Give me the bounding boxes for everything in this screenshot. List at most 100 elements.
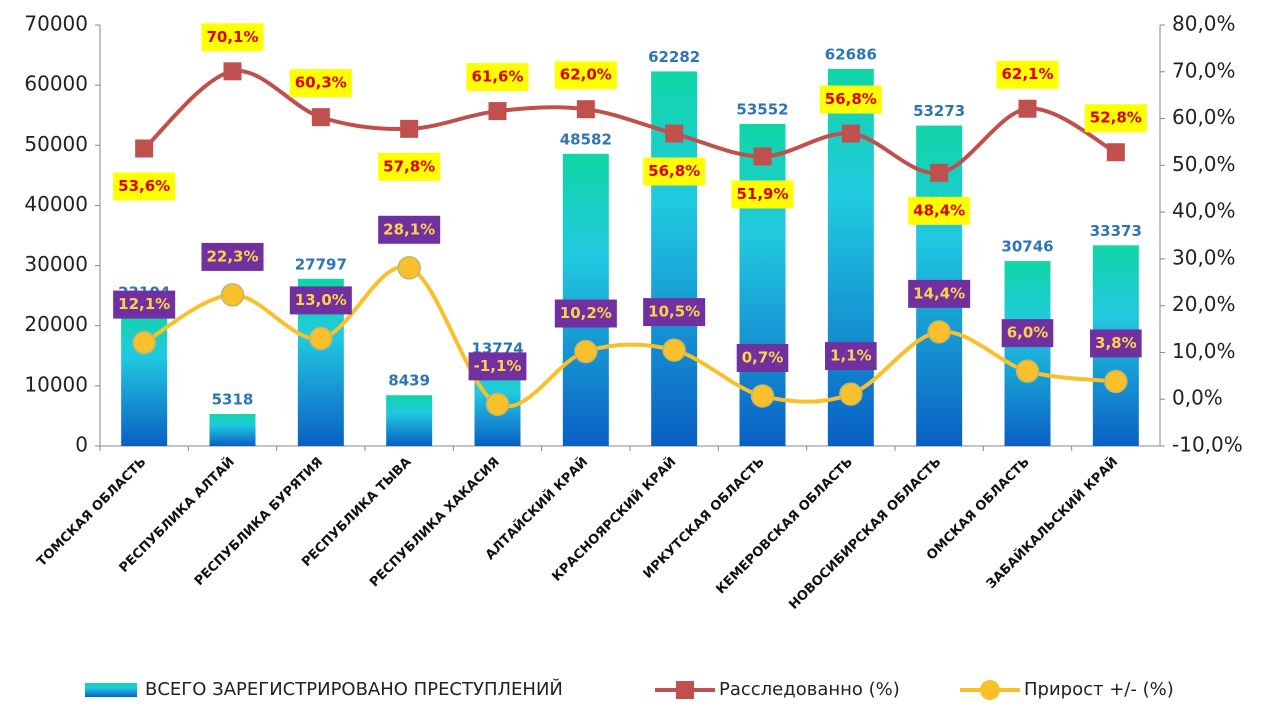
- line-value-label: 12,1%: [113, 290, 176, 319]
- line-value-label-box: [908, 196, 971, 225]
- line-value-label: 3,8%: [1095, 334, 1137, 352]
- line-value-label: 28,1%: [378, 215, 441, 244]
- legend-swatch: [676, 681, 694, 699]
- bar: [209, 414, 256, 446]
- y2-tick-label: 70,0%: [1172, 58, 1236, 82]
- line-value-label: 53,6%: [113, 172, 176, 201]
- marker: [662, 338, 686, 362]
- line-value-label: 13,0%: [295, 291, 347, 309]
- line-value-label: 0,7%: [742, 348, 784, 366]
- line-value-label-box: [908, 279, 971, 308]
- line-value-label: 10,5%: [648, 303, 700, 321]
- line-value-label-box: [1001, 319, 1054, 348]
- bar-value-label: 62686: [825, 45, 877, 63]
- y2-tick-label: -10,0%: [1172, 433, 1243, 457]
- line-value-label: 60,3%: [295, 74, 347, 92]
- marker: [753, 147, 772, 166]
- line-value-label: 6,0%: [1007, 324, 1049, 342]
- y-tick-label: 20000: [24, 312, 88, 336]
- line-value-label-box: [378, 152, 441, 181]
- y2-tick-label: 30,0%: [1172, 245, 1236, 269]
- line-value-label: 48,4%: [913, 201, 965, 219]
- line-value-label: 56,8%: [825, 90, 877, 108]
- marker: [1018, 99, 1037, 118]
- line-value-label: -1,1%: [474, 357, 522, 375]
- line-value-label: 1,1%: [830, 347, 872, 365]
- line-value-label: 62,0%: [560, 66, 612, 84]
- line-value-label: 51,9%: [731, 180, 794, 209]
- x-tick-label: ОМСКАЯ ОБЛАСТЬ: [924, 455, 1033, 564]
- line-value-label: 57,8%: [383, 157, 435, 175]
- line-value-label-box: [468, 352, 527, 381]
- y-tick-label: 40000: [24, 192, 88, 216]
- line-value-label-box: [113, 172, 176, 201]
- bar-value-label: 30746: [1001, 238, 1053, 256]
- marker: [574, 339, 598, 364]
- marker: [841, 124, 860, 143]
- marker: [927, 320, 951, 344]
- marker: [576, 100, 595, 119]
- y-tick-label: 50000: [24, 132, 88, 156]
- line-value-label: 22,3%: [201, 242, 264, 271]
- line-value-label: 56,8%: [648, 162, 700, 180]
- y2-tick-label: 10,0%: [1172, 339, 1236, 363]
- marker: [930, 163, 949, 182]
- line-value-label-box: [643, 157, 706, 186]
- marker: [485, 392, 510, 417]
- x-tick-label: НОВОСИБИРСКАЯ ОБЛАСТЬ: [786, 455, 944, 613]
- line-value-label-box: [554, 61, 617, 90]
- y-tick-label: 10000: [24, 372, 88, 396]
- y2-tick-label: 50,0%: [1172, 152, 1236, 176]
- line-value-label-box: [201, 242, 264, 271]
- line-value-label: 48,4%: [908, 196, 971, 225]
- line-value-label: 62,0%: [554, 61, 617, 90]
- bar: [1004, 261, 1051, 446]
- legend-label: ВСЕГО ЗАРЕГИСТРИРОВАНО ПРЕСТУПЛЕНИЙ: [145, 678, 563, 700]
- marker: [1015, 359, 1040, 383]
- line-value-label: 14,4%: [913, 284, 965, 302]
- marker: [488, 102, 507, 121]
- line-value-label: 52,8%: [1084, 104, 1147, 133]
- line-value-label: 12,1%: [118, 295, 170, 313]
- bar-value-label: 8439: [388, 372, 430, 390]
- marker: [750, 384, 775, 408]
- line-value-label-box: [378, 215, 441, 244]
- bar: [386, 395, 433, 446]
- line-value-label: 52,8%: [1090, 109, 1142, 127]
- y-tick-label: 30000: [24, 252, 88, 276]
- marker: [665, 124, 684, 143]
- legend-label: Расследованно (%): [719, 679, 900, 700]
- bar-value-label: 33373: [1090, 222, 1142, 240]
- bar-value-label: 62282: [648, 48, 700, 66]
- bar-value-label: 5318: [212, 391, 254, 409]
- y-tick-label: 0: [75, 433, 88, 457]
- line-value-label: 56,8%: [819, 85, 882, 114]
- y2-tick-label: 40,0%: [1172, 199, 1236, 223]
- marker: [1104, 369, 1128, 394]
- bar-value-label: 53552: [736, 100, 788, 118]
- marker: [309, 326, 333, 351]
- line-value-label-box: [996, 60, 1059, 89]
- line-value-label: 6,0%: [1001, 319, 1054, 348]
- line-value-label: 56,8%: [643, 157, 706, 186]
- line-value-label-box: [1084, 104, 1147, 133]
- line-value-label-box: [1090, 329, 1142, 358]
- line-value-label-box: [731, 180, 794, 209]
- line-value-label: 57,8%: [378, 152, 441, 181]
- legend-swatch: [980, 680, 1000, 700]
- legend-label: Прирост +/- (%): [1024, 679, 1174, 700]
- x-tick-label: АЛТАЙСКИЙ КРАЙ: [482, 454, 591, 563]
- line-value-label: 70,1%: [201, 23, 264, 52]
- bar: [121, 307, 168, 446]
- line-value-label: 53,6%: [118, 177, 170, 195]
- marker: [400, 119, 419, 138]
- line-value-label: -1,1%: [468, 352, 527, 381]
- y2-tick-label: 60,0%: [1172, 105, 1236, 129]
- line-value-label: 1,1%: [825, 342, 877, 371]
- line-value-label: 10,2%: [560, 304, 612, 322]
- line-value-label: 62,1%: [996, 60, 1059, 89]
- line-value-label-box: [113, 290, 176, 319]
- line: [142, 68, 1117, 175]
- y-tick-label: 70000: [24, 12, 88, 36]
